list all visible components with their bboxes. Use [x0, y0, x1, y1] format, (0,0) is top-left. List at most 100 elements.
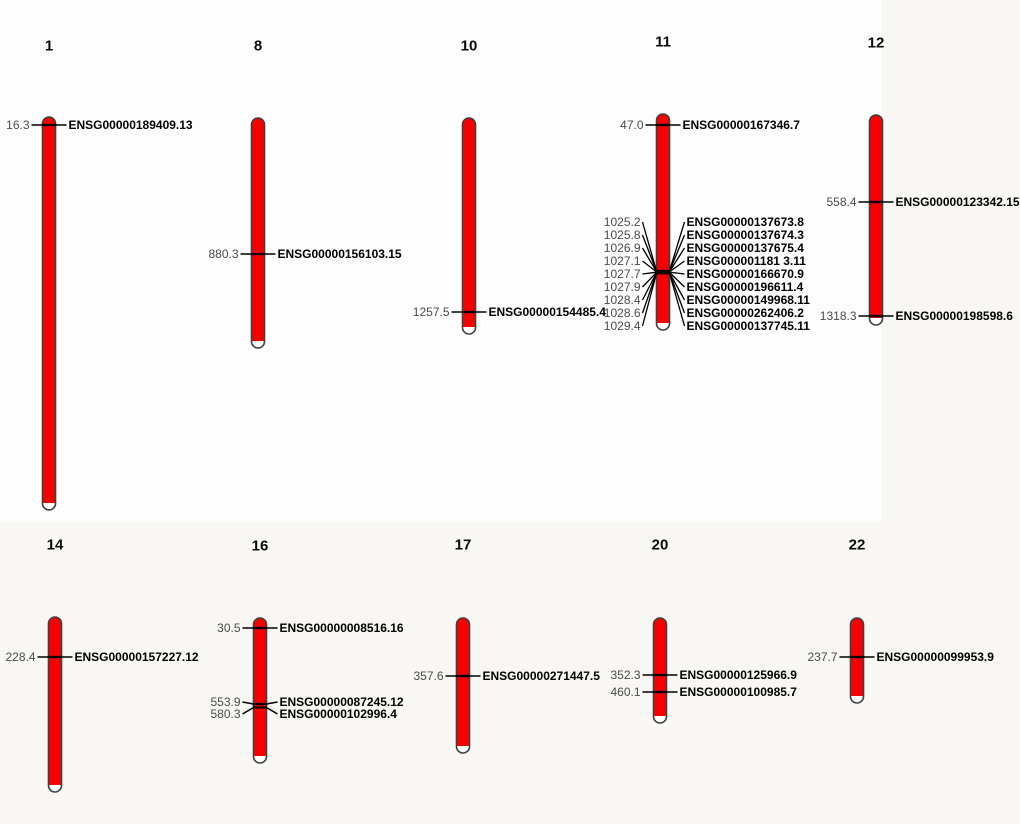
marker-gene-label-12-0: ENSG00000123342.15 [896, 195, 1020, 209]
marker-leader-right-11-9 [668, 273, 686, 327]
marker-position-label-11-4: 1027.1 [604, 254, 641, 268]
marker-position-label-22-0: 237.7 [807, 650, 837, 664]
marker-leader-right-11-8 [668, 272, 686, 314]
marker-gene-label-14-0: ENSG00000157227.12 [75, 650, 199, 664]
chromosome-bar-outline-10 [461, 117, 477, 335]
marker-position-label-11-1: 1025.2 [604, 215, 641, 229]
marker-position-label-10-0: 1257.5 [413, 305, 450, 319]
chromosome-bar-fill-20 [653, 618, 667, 716]
chromosome-label-20: 20 [652, 537, 669, 554]
chromosome-group-8: 8 880.3 ENSG00000156103.15 [208, 38, 402, 349]
marker-gene-label-8-0: ENSG00000156103.15 [278, 247, 402, 261]
marker-position-label-20-1: 460.1 [610, 685, 640, 699]
chromosome-bar-fill-12 [869, 115, 883, 318]
chromosome-label-17: 17 [455, 537, 472, 554]
marker-position-label-11-3: 1026.9 [604, 241, 641, 255]
marker-gene-label-11-2: ENSG00000137674.3 [687, 228, 805, 242]
marker-leader-right-11-4 [669, 260, 685, 273]
chromosome-bar-fill-1 [42, 117, 56, 503]
chromosome-label-11: 11 [655, 34, 671, 51]
chromosome-group-22: 22 237.7 ENSG00000099953.9 [807, 537, 994, 704]
marker-leader-left-11-5 [642, 271, 657, 275]
marker-gene-label-11-1: ENSG00000137673.8 [687, 215, 805, 229]
marker-gene-label-11-4: ENSG000001181 3.11 [687, 254, 807, 268]
chromosome-bar-fill-10 [462, 118, 476, 327]
marker-leader-right-11-2 [668, 234, 686, 272]
marker-leader-right-11-3 [668, 247, 686, 272]
marker-position-label-11-6: 1027.9 [604, 280, 641, 294]
marker-position-label-16-2: 580.3 [210, 707, 240, 721]
marker-leader-right-16-2 [266, 706, 278, 715]
marker-gene-label-11-5: ENSG00000166670.9 [687, 267, 805, 281]
marker-leader-left-16-1 [242, 701, 254, 705]
marker-gene-label-16-1: ENSG00000087245.12 [280, 695, 404, 709]
chromosome-group-16: 16 30.5 ENSG00000008516.16 553.9 ENSG0000008… [210, 538, 404, 764]
chromosome-bar-fill-16 [253, 618, 267, 756]
marker-gene-label-16-2: ENSG00000102996.4 [280, 707, 398, 721]
marker-gene-label-11-3: ENSG00000137675.4 [687, 241, 805, 255]
marker-gene-label-11-9: ENSG00000137745.11 [687, 319, 811, 333]
marker-position-label-11-5: 1027.7 [604, 267, 641, 281]
marker-leader-right-11-6 [669, 271, 685, 288]
marker-leader-right-11-1 [668, 221, 686, 272]
chromosome-bar-outline-8 [250, 117, 266, 349]
marker-position-label-8-0: 880.3 [208, 247, 238, 261]
marker-position-label-11-9: 1029.4 [604, 319, 641, 333]
marker-position-label-12-0: 558.4 [826, 195, 856, 209]
marker-position-label-12-1: 1318.3 [820, 309, 857, 323]
marker-gene-label-20-0: ENSG00000125966.9 [680, 668, 798, 682]
chromosome-bar-fill-17 [456, 618, 470, 746]
chromosome-group-17: 17 357.6 ENSG00000271447.5 [413, 537, 600, 754]
marker-position-label-11-8: 1028.6 [604, 306, 641, 320]
marker-position-label-20-0: 352.3 [610, 668, 640, 682]
marker-leader-left-11-4 [642, 260, 657, 273]
chromosome-label-14: 14 [47, 537, 64, 554]
chromosome-label-22: 22 [849, 537, 866, 554]
marker-gene-label-11-8: ENSG00000262406.2 [687, 306, 805, 320]
chromosome-bar-outline-17 [455, 617, 471, 754]
marker-gene-label-11-0: ENSG00000167346.7 [683, 118, 801, 132]
chromosome-bar-fill-8 [251, 118, 265, 341]
marker-position-label-17-0: 357.6 [413, 669, 443, 683]
marker-gene-label-20-1: ENSG00000100985.7 [680, 685, 798, 699]
marker-gene-label-1-0: ENSG00000189409.13 [69, 118, 193, 132]
marker-gene-label-16-0: ENSG00000008516.16 [280, 621, 404, 635]
marker-leader-right-16-1 [266, 701, 278, 705]
marker-position-label-14-0: 228.4 [5, 650, 35, 664]
marker-gene-label-11-6: ENSG00000196611.4 [687, 280, 804, 294]
marker-gene-label-10-0: ENSG00000154485.4 [489, 305, 607, 319]
chromosome-bar-outline-11 [655, 113, 671, 331]
chromosome-label-16: 16 [252, 538, 269, 555]
chromosome-label-10: 10 [461, 38, 478, 55]
chromosome-bar-outline-1 [41, 116, 57, 511]
chromosome-group-11: 11 47.0 ENSG00000167346.7 1025.2 ENSG0000013… [604, 34, 810, 334]
chromosome-bar-outline-12 [868, 114, 884, 326]
marker-leader-left-11-1 [641, 221, 658, 272]
marker-position-label-1-0: 16.3 [6, 118, 30, 132]
marker-leader-left-16-2 [242, 706, 254, 715]
marker-position-label-11-0: 47.0 [620, 118, 644, 132]
marker-gene-label-11-7: ENSG00000149968.11 [687, 293, 811, 307]
marker-leader-right-11-7 [668, 272, 686, 301]
marker-position-label-11-7: 1028.4 [604, 293, 641, 307]
chromosome-bar-outline-14 [47, 616, 63, 793]
marker-leader-left-11-2 [641, 234, 658, 272]
marker-leader-right-11-5 [669, 271, 685, 275]
chromosome-label-8: 8 [254, 38, 262, 55]
marker-gene-label-12-1: ENSG00000198598.6 [896, 309, 1014, 323]
plot-panel [0, 0, 881, 522]
chromosome-bar-outline-22 [849, 617, 865, 704]
chromosome-group-20: 20 352.3 ENSG00000125966.9 460.1 ENSG0000010… [610, 537, 797, 724]
chromosome-bar-outline-20 [652, 617, 668, 724]
chromosome-label-12: 12 [868, 35, 885, 52]
marker-gene-label-22-0: ENSG00000099953.9 [877, 650, 995, 664]
chromosome-bar-fill-14 [48, 617, 62, 785]
chromosome-group-14: 14 228.4 ENSG00000157227.12 [5, 537, 199, 793]
marker-position-label-11-2: 1025.8 [604, 228, 641, 242]
chromosome-bar-fill-11 [656, 114, 670, 323]
marker-leader-left-11-7 [641, 272, 658, 301]
marker-leader-left-11-3 [641, 247, 658, 272]
chromosome-group-1: 1 16.3 ENSG00000189409.13 [6, 38, 193, 511]
